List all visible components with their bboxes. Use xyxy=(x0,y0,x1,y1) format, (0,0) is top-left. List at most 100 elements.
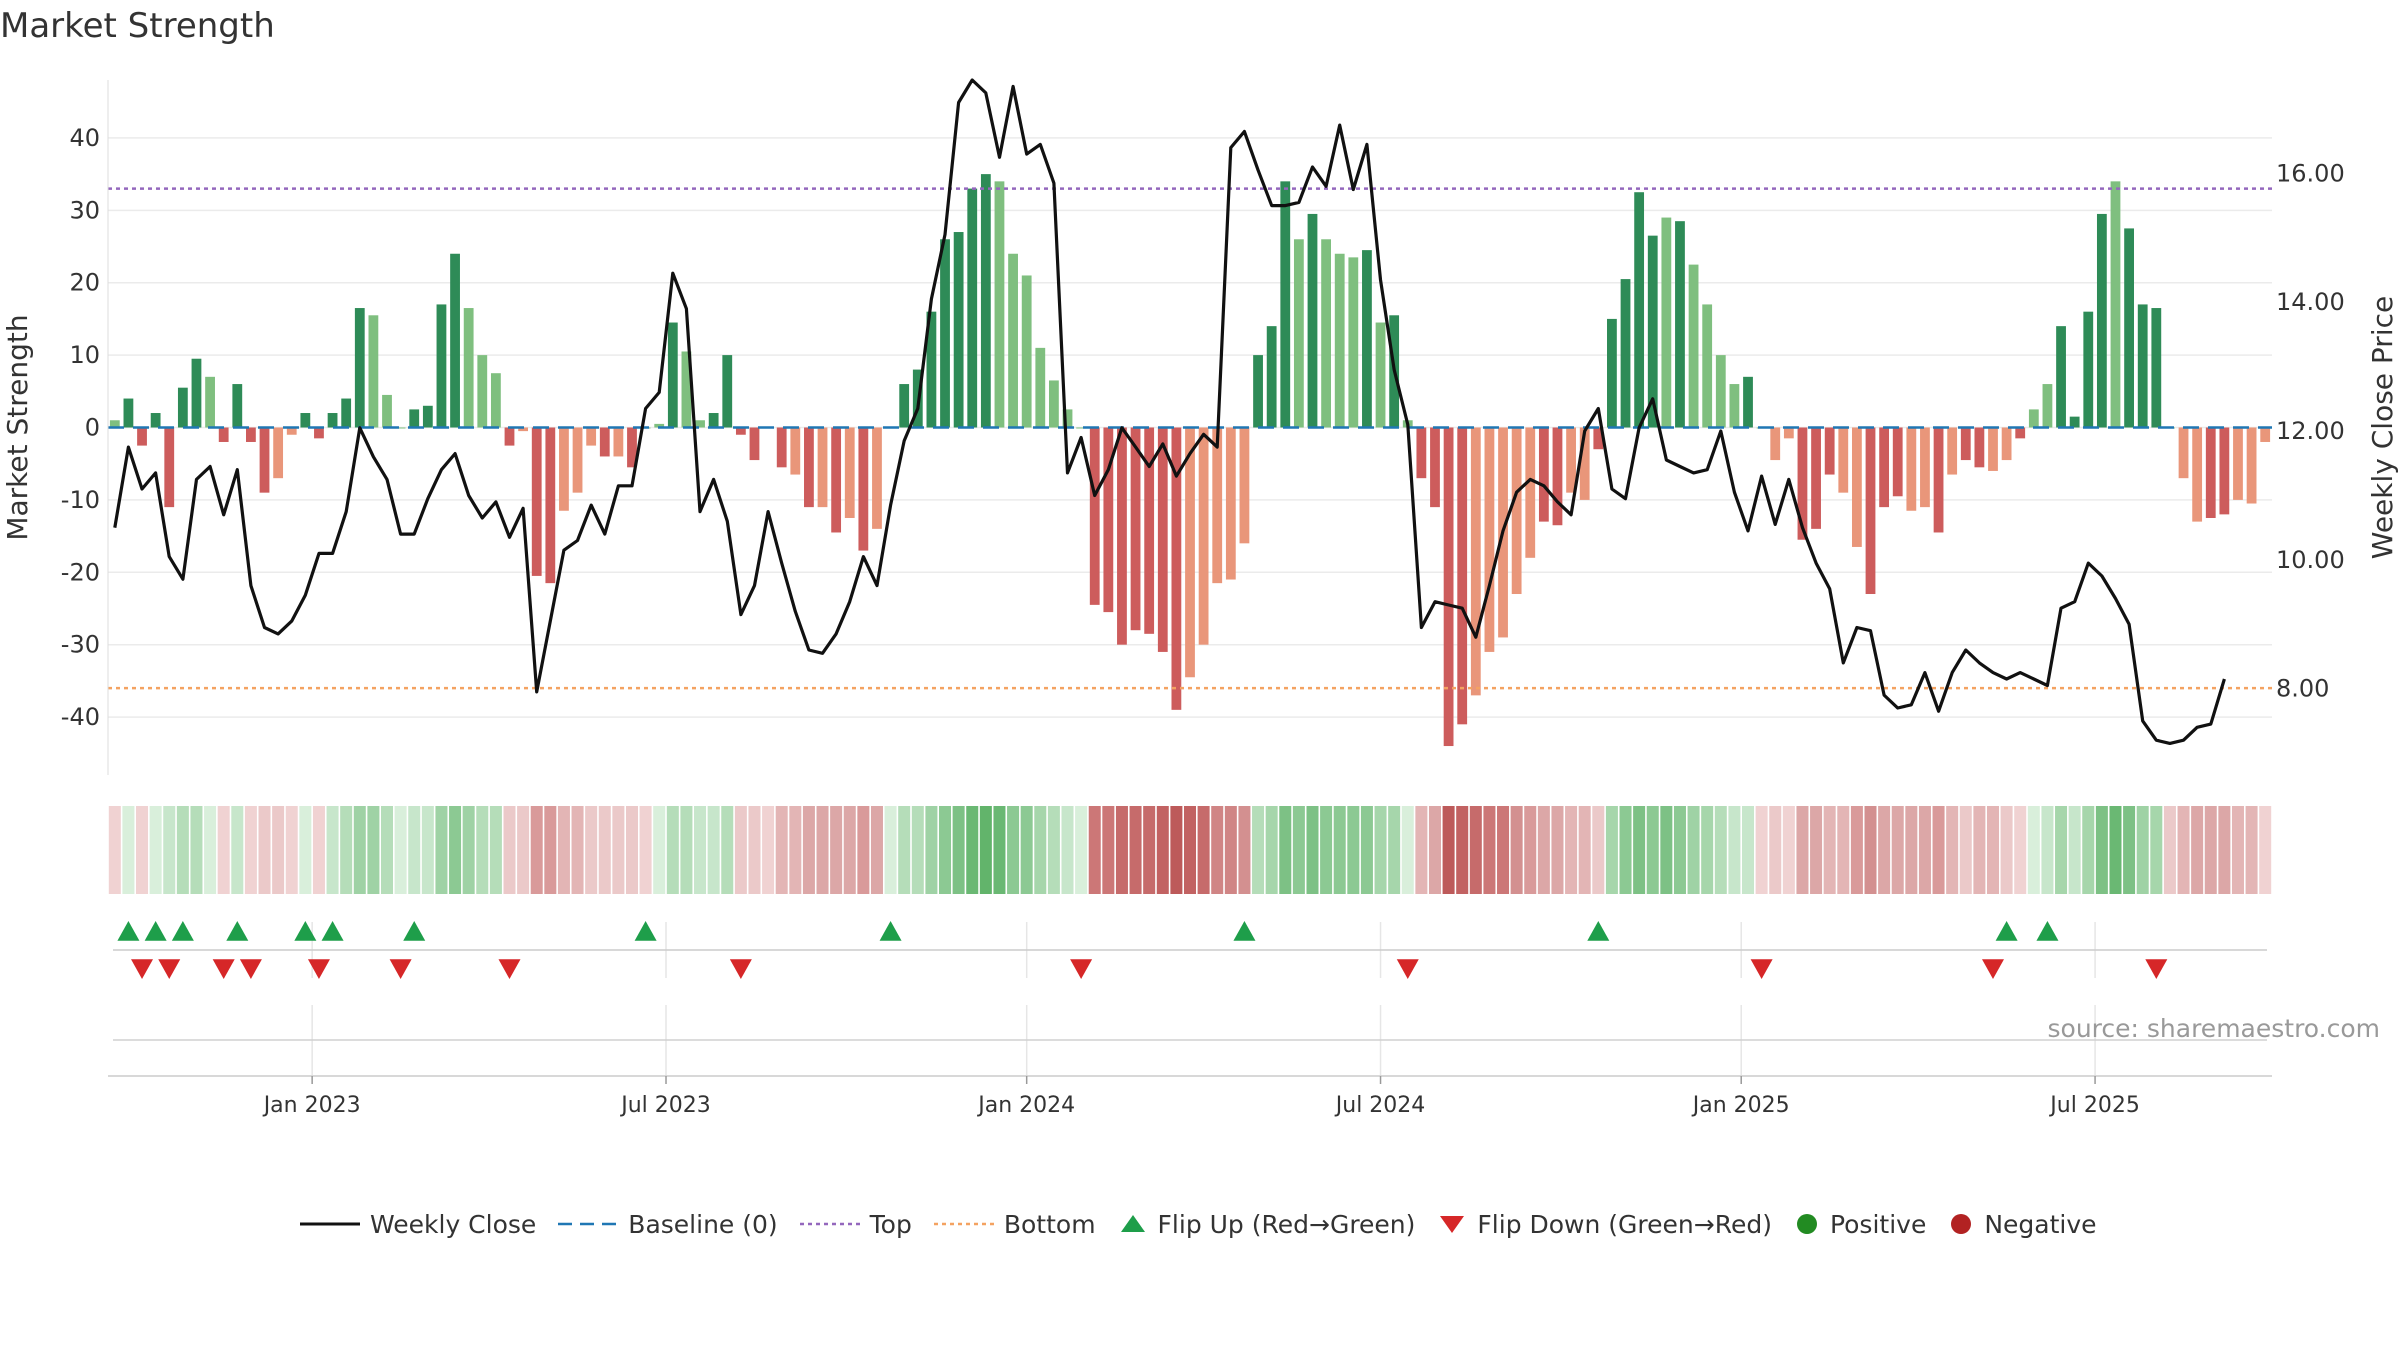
strength-bar xyxy=(409,409,420,428)
strength-bar xyxy=(1920,427,1930,508)
regime-cell xyxy=(1973,806,1986,894)
strength-bar xyxy=(2246,427,2257,504)
regime-cell xyxy=(1646,806,1659,894)
regime-cell xyxy=(1619,806,1632,894)
regime-cell xyxy=(381,806,394,894)
regime-cell xyxy=(612,806,625,894)
strength-bar xyxy=(2124,228,2134,428)
strength-bar xyxy=(1117,427,1127,645)
strength-bar xyxy=(1838,427,1849,493)
strength-bar xyxy=(354,308,365,428)
regime-cell xyxy=(1864,806,1877,894)
regime-cell xyxy=(1007,806,1020,894)
regime-cell xyxy=(476,806,489,894)
regime-cell xyxy=(1265,806,1278,894)
legend-label: Baseline (0) xyxy=(628,1209,778,1239)
flip-up-marker xyxy=(2036,921,2059,941)
axes: 40 30 20 10 0 -10 -20 -30 -40 16.00 14.00 12.00 10.0… xyxy=(1,80,2399,775)
regime-cell xyxy=(176,806,189,894)
timeline-axis: Jan 2023 Jul 2023 Jan 2024 Jul 2024 Jan 2025… xyxy=(108,1005,2272,1118)
strength-bar xyxy=(1797,427,1808,540)
regime-cell xyxy=(1347,806,1360,894)
legend-label: Bottom xyxy=(1003,1209,1096,1239)
strength-bar xyxy=(1212,427,1223,584)
legend-label: Negative xyxy=(1984,1209,2097,1239)
reference-lines xyxy=(108,187,2272,690)
regime-cell xyxy=(204,806,217,894)
regime-cell xyxy=(1728,806,1741,894)
triangle-down-icon xyxy=(1440,1216,1465,1233)
flip-down-marker xyxy=(2145,959,2168,979)
regime-cell xyxy=(394,806,407,894)
regime-cell xyxy=(1183,806,1197,894)
regime-cell xyxy=(1211,806,1224,894)
strength-bar xyxy=(1089,427,1100,605)
regime-cell xyxy=(217,806,230,894)
regime-cell xyxy=(721,806,734,894)
strength-bar xyxy=(681,351,692,428)
weekly-close-line xyxy=(113,78,2226,746)
regime-cell xyxy=(966,806,979,894)
strength-bar xyxy=(2015,427,2026,439)
strength-bar xyxy=(286,427,297,435)
strength-bar xyxy=(1729,384,1740,428)
left-tick-label: 40 xyxy=(69,124,100,152)
regime-cell xyxy=(190,806,203,894)
regime-cell xyxy=(585,806,598,894)
regime-cell xyxy=(1497,806,1510,894)
strength-bar xyxy=(572,427,583,493)
strength-bar xyxy=(1783,427,1794,439)
regime-cell xyxy=(2136,806,2149,894)
strength-bar xyxy=(1824,427,1835,475)
source-credit: source: sharemaestro.com xyxy=(2047,1014,2381,1043)
regime-cell xyxy=(462,806,475,894)
regime-cell xyxy=(1156,806,1169,894)
strength-bar xyxy=(2069,416,2080,428)
circle-icon xyxy=(1796,1214,1817,1234)
strength-bar xyxy=(2151,308,2162,428)
strength-bar xyxy=(477,355,488,428)
regime-cell xyxy=(340,806,353,894)
regime-cell xyxy=(1469,806,1482,894)
regime-cell xyxy=(1238,806,1251,894)
regime-cell xyxy=(2191,806,2204,894)
flip-down-marker xyxy=(729,959,752,979)
strength-bar xyxy=(1933,427,1944,533)
strength-bar xyxy=(790,427,801,475)
regime-cell xyxy=(2109,806,2122,894)
flip-down-marker xyxy=(498,959,521,979)
strength-bar xyxy=(776,427,787,468)
regime-cell xyxy=(870,806,883,894)
strength-bar xyxy=(436,304,447,428)
regime-cell xyxy=(830,806,843,894)
strength-bar xyxy=(1702,304,1713,428)
regime-cell xyxy=(625,806,638,894)
strength-bar xyxy=(2137,304,2148,428)
regime-cell xyxy=(1129,806,1142,894)
strength-bar xyxy=(531,427,542,576)
strength-bar xyxy=(2260,427,2271,442)
strength-bar xyxy=(463,308,474,428)
flip-down-marker xyxy=(1750,959,1773,979)
strength-bar xyxy=(341,398,352,428)
regime-cell xyxy=(353,806,366,894)
strength-bar xyxy=(1266,326,1277,428)
legend-weekly-close: Weekly Close xyxy=(300,1210,536,1239)
strength-bar xyxy=(109,420,120,428)
legend-positive: Positive xyxy=(1794,1210,1926,1239)
flip-up-marker xyxy=(403,921,426,941)
legend-label: Weekly Close xyxy=(370,1209,537,1239)
flip-up-marker xyxy=(1995,921,2018,941)
regime-cell xyxy=(1932,806,1945,894)
regime-cell xyxy=(2068,806,2081,894)
regime-cell xyxy=(1034,806,1047,894)
regime-cell xyxy=(857,806,870,894)
strength-bar xyxy=(368,315,379,428)
regime-cell xyxy=(2055,806,2068,894)
legend-label: Flip Down (Green→Red) xyxy=(1477,1209,1772,1239)
strength-bar xyxy=(1470,427,1481,696)
strength-bar xyxy=(273,427,284,479)
regime-cell xyxy=(979,806,992,894)
regime-cell xyxy=(1360,806,1373,894)
flip-up-marker xyxy=(879,921,902,941)
